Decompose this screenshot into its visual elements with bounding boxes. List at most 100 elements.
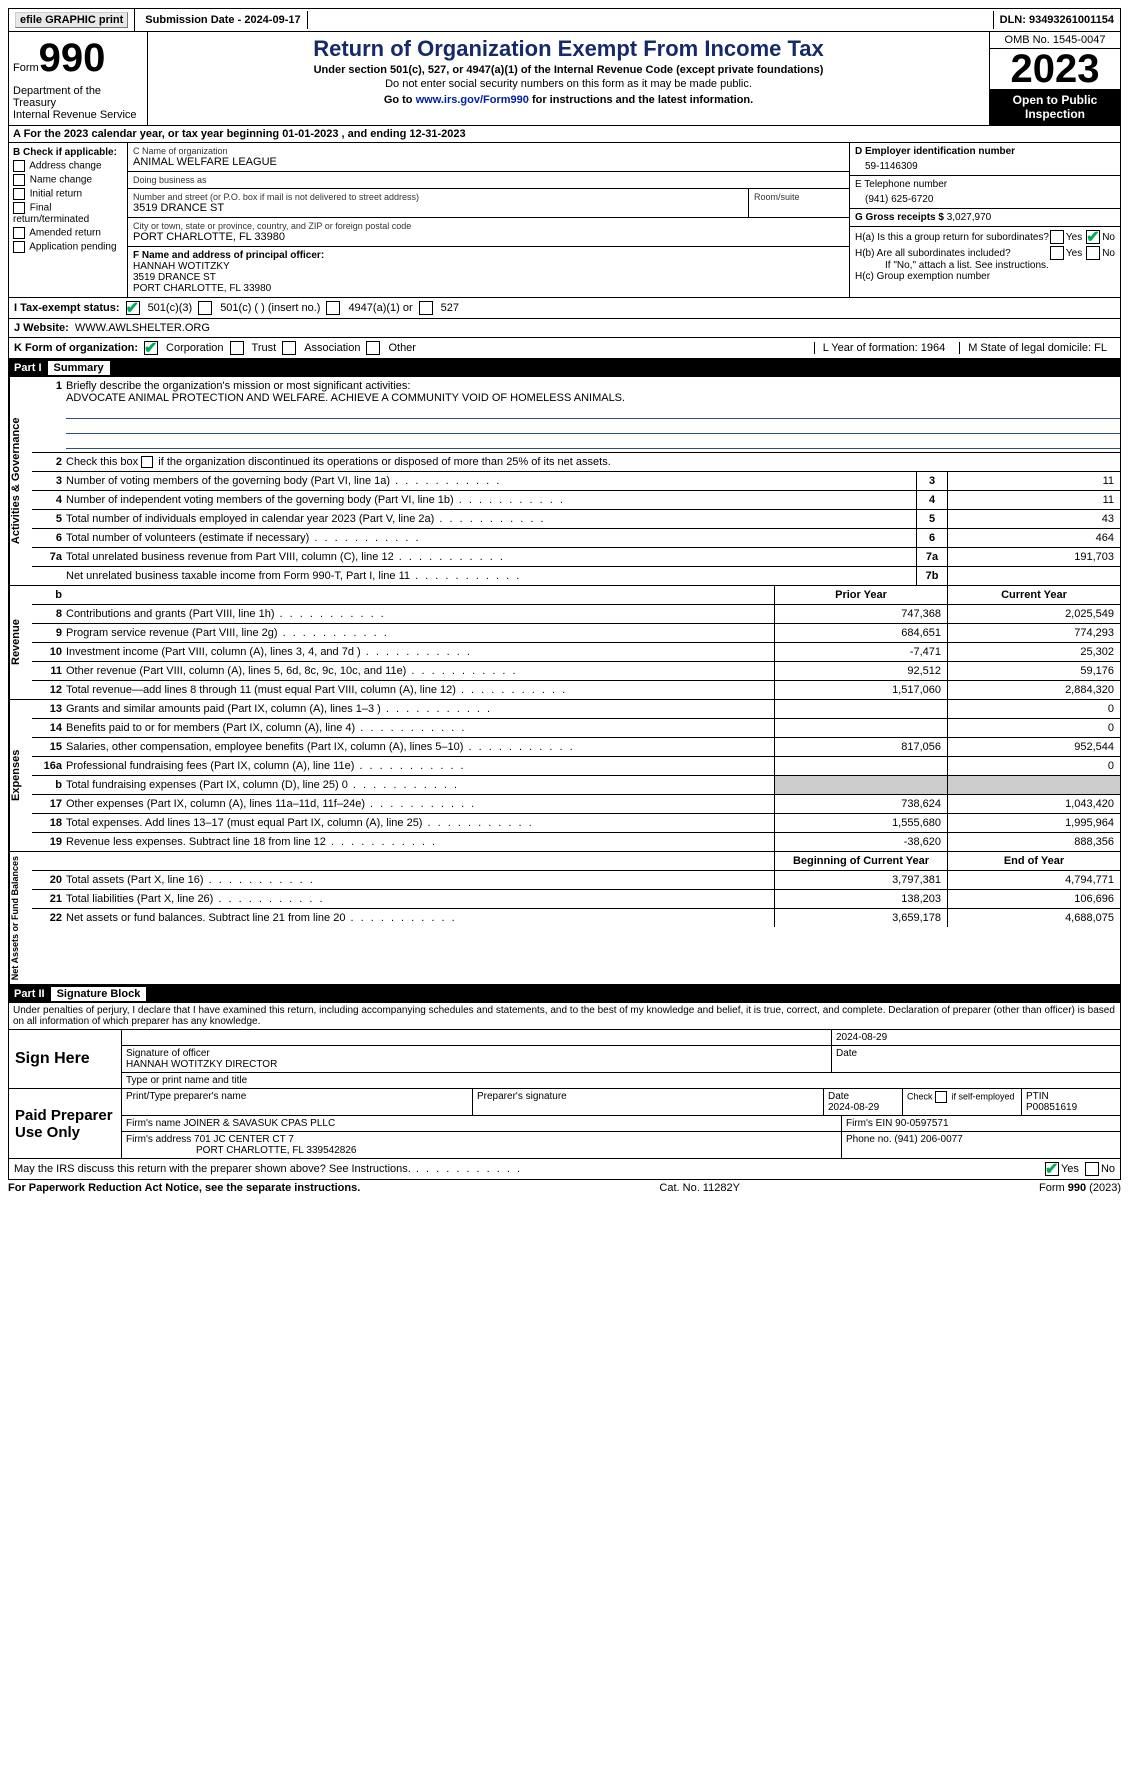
- officer-addr1: 3519 DRANCE ST: [133, 272, 844, 283]
- hb-no[interactable]: [1086, 246, 1100, 260]
- form-word: Form: [13, 62, 39, 74]
- other-check[interactable]: [366, 341, 380, 355]
- j-label: J Website:: [14, 322, 69, 334]
- i-label: I Tax-exempt status:: [14, 302, 120, 314]
- ha-label: H(a) Is this a group return for subordin…: [855, 232, 1050, 243]
- firm-addr1: 701 JC CENTER CT 7: [194, 1134, 294, 1145]
- initial-return-check[interactable]: [13, 188, 25, 200]
- ptin: P00851619: [1026, 1102, 1077, 1113]
- discuss-text: May the IRS discuss this return with the…: [14, 1163, 522, 1175]
- pra-notice: For Paperwork Reduction Act Notice, see …: [8, 1182, 360, 1194]
- g-label: G Gross receipts $: [855, 212, 947, 223]
- hb-note: If "No," attach a list. See instructions…: [855, 260, 1115, 271]
- 4947-check[interactable]: [326, 301, 340, 315]
- prep-sig-label: Preparer's signature: [473, 1089, 824, 1115]
- amended-check[interactable]: [13, 227, 25, 239]
- signature-block: Sign Here 2024-08-29 Signature of office…: [8, 1030, 1121, 1159]
- submission-date-label: Submission Date -: [145, 14, 244, 26]
- row-j: J Website: WWW.AWLSHELTER.ORG: [8, 319, 1121, 338]
- tax-year: 2023: [990, 49, 1120, 89]
- hdr-end: End of Year: [947, 852, 1120, 870]
- row-k: K Form of organization: Corporation Trus…: [8, 338, 1121, 359]
- form-number: 990: [39, 36, 106, 80]
- ha-no[interactable]: [1086, 230, 1100, 244]
- firm-phone: (941) 206-0077: [894, 1134, 962, 1145]
- part-2-header: Part II Signature Block: [8, 985, 1121, 1003]
- hdr-beg: Beginning of Current Year: [774, 852, 947, 870]
- trust-check[interactable]: [230, 341, 244, 355]
- discuss-row: May the IRS discuss this return with the…: [8, 1159, 1121, 1180]
- city-label: City or town, state or province, country…: [133, 221, 844, 231]
- date-label: Date: [832, 1046, 1120, 1072]
- vtab-ag: Activities & Governance: [9, 377, 32, 585]
- dba-label: Doing business as: [133, 175, 844, 185]
- top-bar: efile GRAPHIC print Submission Date - 20…: [8, 8, 1121, 31]
- efile-print-btn[interactable]: efile GRAPHIC print: [15, 12, 128, 28]
- paid-preparer-label: Paid Preparer Use Only: [9, 1089, 122, 1158]
- firm-ein: 90-0597571: [895, 1118, 948, 1129]
- dln-value: 93493261001154: [1029, 14, 1114, 26]
- name-change-check[interactable]: [13, 174, 25, 186]
- submission-date: 2024-09-17: [244, 14, 300, 26]
- sig-date1: 2024-08-29: [836, 1032, 887, 1043]
- open-inspection: Open to Public Inspection: [990, 89, 1120, 125]
- street-address: 3519 DRANCE ST: [133, 202, 743, 214]
- state-domicile: M State of legal domicile: FL: [959, 342, 1115, 354]
- room-label: Room/suite: [754, 192, 844, 202]
- column-b: B Check if applicable: Address change Na…: [9, 143, 128, 297]
- sig-officer-label: Signature of officer: [126, 1048, 827, 1059]
- summary-exp: Expenses 13Grants and similar amounts pa…: [8, 700, 1121, 852]
- city-state-zip: PORT CHARLOTTE, FL 33980: [133, 231, 844, 243]
- addr-label: Number and street (or P.O. box if mail i…: [133, 192, 743, 202]
- type-print-label: Type or print name and title: [122, 1073, 1120, 1088]
- subtitle-2: Do not enter social security numbers on …: [156, 78, 981, 90]
- hb-yes[interactable]: [1050, 246, 1064, 260]
- col-b-header: B Check if applicable:: [13, 147, 123, 158]
- mission: ADVOCATE ANIMAL PROTECTION AND WELFARE. …: [66, 392, 1120, 404]
- prep-date: 2024-08-29: [828, 1102, 879, 1113]
- dln-label: DLN:: [1000, 14, 1029, 26]
- vtab-exp: Expenses: [9, 700, 32, 851]
- perjury-statement: Under penalties of perjury, I declare th…: [8, 1003, 1121, 1030]
- app-pending-check[interactable]: [13, 241, 25, 253]
- line2-check[interactable]: [141, 456, 153, 468]
- firm-addr2: PORT CHARLOTTE, FL 339542826: [126, 1145, 356, 1156]
- addr-change-check[interactable]: [13, 160, 25, 172]
- line1-label: Briefly describe the organization's miss…: [66, 380, 1120, 392]
- vtab-rev: Revenue: [9, 586, 32, 699]
- hdr-prior: Prior Year: [774, 586, 947, 604]
- f-label: F Name and address of principal officer:: [133, 250, 844, 261]
- form-title: Return of Organization Exempt From Incom…: [156, 36, 981, 62]
- d-label: D Employer identification number: [855, 146, 1115, 157]
- cat-no: Cat. No. 11282Y: [659, 1182, 740, 1194]
- hdr-curr: Current Year: [947, 586, 1120, 604]
- final-return-check[interactable]: [13, 202, 25, 214]
- officer-signed: HANNAH WOTITZKY DIRECTOR: [126, 1059, 827, 1070]
- k-label: K Form of organization:: [14, 342, 138, 354]
- e-label: E Telephone number: [855, 179, 1115, 190]
- 527-check[interactable]: [419, 301, 433, 315]
- subtitle-1: Under section 501(c), 527, or 4947(a)(1)…: [156, 64, 981, 76]
- discuss-no[interactable]: [1085, 1162, 1099, 1176]
- year-formation: L Year of formation: 1964: [814, 342, 954, 354]
- instructions: Go to www.irs.gov/Form990 for instructio…: [156, 94, 981, 106]
- 501c-check[interactable]: [198, 301, 212, 315]
- sign-here-label: Sign Here: [9, 1030, 122, 1088]
- assoc-check[interactable]: [282, 341, 296, 355]
- summary-ag: Activities & Governance 1 Briefly descri…: [8, 377, 1121, 586]
- irs-link[interactable]: www.irs.gov/Form990: [416, 94, 529, 106]
- firm-name: JOINER & SAVASUK CPAS PLLC: [183, 1118, 335, 1129]
- 501c3-check[interactable]: [126, 301, 140, 315]
- discuss-yes[interactable]: [1045, 1162, 1059, 1176]
- gross-receipts: 3,027,970: [947, 212, 992, 223]
- form-header: Form990 Department of the Treasury Inter…: [8, 31, 1121, 126]
- ha-yes[interactable]: [1050, 230, 1064, 244]
- part-1-header: Part I Summary: [8, 359, 1121, 377]
- section-b-h: B Check if applicable: Address change Na…: [8, 143, 1121, 298]
- summary-rev: Revenue b Prior Year Current Year 8Contr…: [8, 586, 1121, 700]
- hb-label: H(b) Are all subordinates included?: [855, 248, 1050, 259]
- ein: 59-1146309: [855, 157, 1115, 172]
- self-emp-check[interactable]: [935, 1091, 947, 1103]
- corp-check[interactable]: [144, 341, 158, 355]
- telephone: (941) 625-6720: [855, 190, 1115, 205]
